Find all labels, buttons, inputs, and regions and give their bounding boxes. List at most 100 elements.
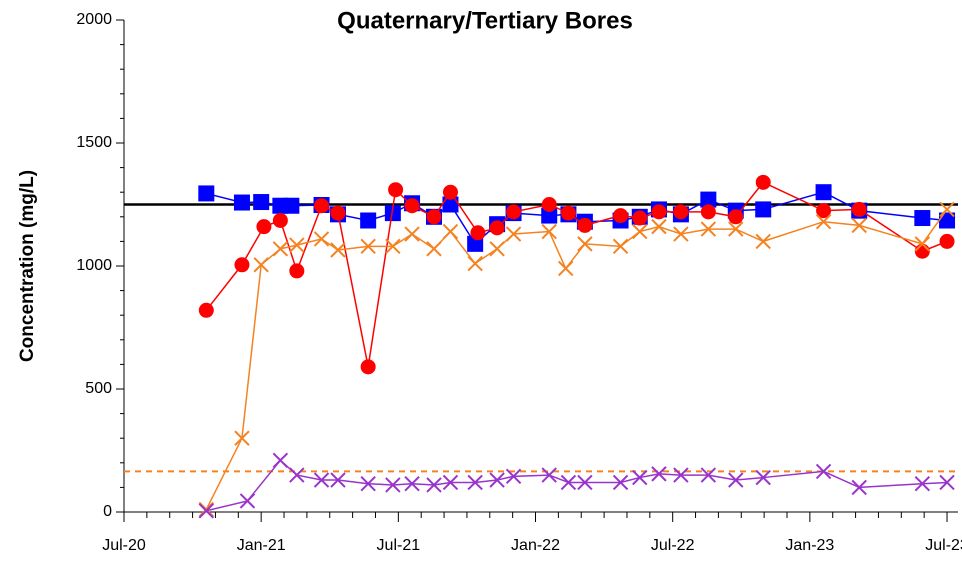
marker (700, 221, 717, 237)
marker (253, 257, 269, 273)
marker (426, 209, 442, 225)
marker (404, 198, 420, 214)
marker (914, 243, 930, 259)
marker (360, 238, 376, 255)
marker (939, 233, 955, 249)
marker (673, 467, 689, 483)
marker (755, 174, 771, 190)
marker (239, 493, 256, 509)
marker (755, 201, 772, 218)
marker (728, 221, 744, 237)
marker (632, 469, 648, 486)
marker (442, 474, 459, 491)
marker (256, 219, 272, 235)
marker (330, 472, 346, 488)
marker (728, 209, 744, 225)
marker (914, 236, 931, 252)
marker (755, 233, 771, 250)
marker (651, 466, 667, 482)
marker (577, 217, 593, 233)
marker (613, 208, 629, 224)
marker (289, 467, 305, 483)
marker (234, 430, 250, 446)
marker (815, 463, 832, 480)
y-tick-label: 2000 (76, 11, 112, 28)
marker (404, 226, 420, 242)
series-line (206, 459, 948, 512)
marker (198, 302, 214, 318)
marker (442, 184, 458, 200)
marker (612, 474, 629, 491)
marker (700, 467, 717, 483)
marker (700, 191, 717, 208)
marker (612, 238, 629, 255)
x-tick-label: Jul-22 (651, 537, 695, 554)
marker (541, 223, 557, 240)
x-tick-label: Jul-21 (377, 537, 421, 554)
marker (314, 198, 330, 214)
marker (385, 477, 401, 493)
marker (313, 472, 330, 488)
marker (489, 472, 505, 488)
marker (404, 476, 420, 492)
marker (541, 467, 557, 483)
y-tick-label: 1000 (76, 257, 112, 274)
marker (505, 468, 522, 485)
x-tick-label: Jan-23 (785, 537, 834, 554)
marker (816, 203, 832, 219)
marker (700, 204, 716, 220)
marker (851, 479, 867, 496)
marker (815, 184, 832, 201)
marker (632, 210, 648, 226)
marker (360, 476, 376, 492)
marker (560, 474, 577, 491)
marker (272, 212, 288, 228)
marker (233, 194, 250, 211)
x-tick-label: Jul-23 (925, 537, 962, 554)
marker (914, 210, 931, 227)
marker (815, 214, 832, 230)
marker (939, 201, 955, 218)
marker (313, 231, 330, 247)
marker (651, 218, 667, 235)
marker (728, 472, 744, 488)
series-line (205, 208, 948, 510)
marker (577, 236, 593, 252)
marker (673, 226, 689, 242)
marker (330, 205, 346, 221)
marker (939, 212, 956, 229)
marker (289, 263, 305, 279)
marker (673, 204, 689, 220)
marker (851, 217, 867, 234)
marker (557, 260, 574, 277)
marker (253, 194, 270, 211)
marker (234, 257, 250, 273)
marker (755, 469, 771, 486)
marker (442, 196, 459, 213)
marker (467, 474, 483, 491)
marker (651, 204, 667, 220)
marker (470, 225, 486, 241)
y-axis-label: Concentration (mg/L) (17, 170, 38, 362)
x-tick-label: Jan-22 (511, 537, 560, 554)
marker (467, 255, 483, 272)
marker (939, 474, 955, 491)
marker (506, 204, 522, 220)
x-tick-label: Jul-20 (102, 537, 146, 554)
y-tick-label: 0 (103, 503, 112, 520)
marker (330, 242, 346, 258)
marker (442, 223, 459, 240)
marker (914, 476, 931, 492)
marker (632, 223, 648, 240)
marker (198, 185, 215, 202)
marker (851, 201, 867, 217)
chart-title: Quaternary/Tertiary Bores (337, 7, 633, 34)
marker (489, 220, 505, 236)
marker (384, 205, 401, 222)
x-tick-label: Jan-21 (237, 537, 286, 554)
marker (198, 503, 215, 519)
y-tick-label: 1500 (76, 134, 112, 151)
marker (426, 241, 442, 257)
marker (388, 182, 404, 198)
